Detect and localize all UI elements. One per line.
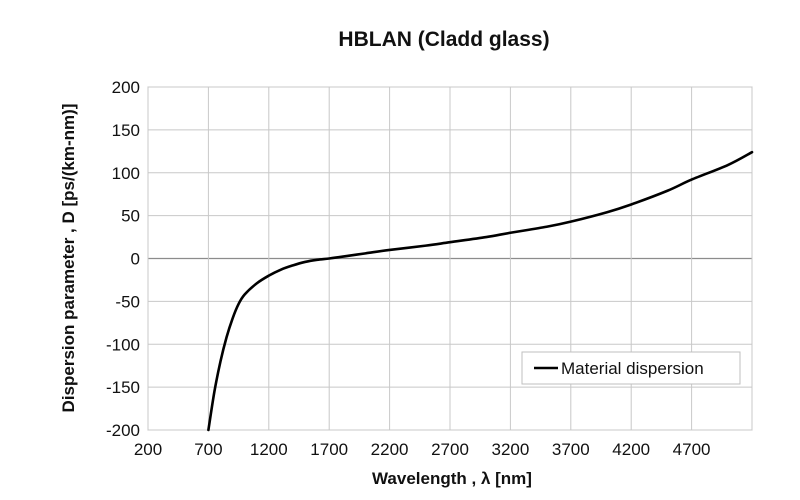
series-layer (207, 150, 754, 432)
x-tick-label: 2200 (371, 440, 409, 459)
x-tick-label: 4700 (673, 440, 711, 459)
x-tick-label: 700 (194, 440, 222, 459)
series-line-material-dispersion (207, 150, 754, 432)
y-tick-label: 50 (121, 207, 140, 226)
y-tick-label: 200 (112, 78, 140, 97)
x-axis-ticks: 200 700 1200 1700 2200 2700 3200 3700 4200 4700 (134, 440, 711, 459)
y-tick-label: 150 (112, 121, 140, 140)
x-tick-label: 3700 (552, 440, 590, 459)
y-tick-label: -100 (106, 335, 140, 354)
legend-label-material-dispersion: Material dispersion (561, 359, 704, 378)
x-tick-label: 1200 (250, 440, 288, 459)
x-tick-label: 3200 (491, 440, 529, 459)
x-tick-label: 200 (134, 440, 162, 459)
y-tick-label: -150 (106, 378, 140, 397)
x-tick-label: 2700 (431, 440, 469, 459)
y-axis-ticks: -200 -150 -100 -50 0 50 100 150 200 (106, 78, 140, 440)
y-axis-label: Dispersion parameter , D [ps/(km-nm)] (59, 104, 78, 413)
x-tick-label: 1700 (310, 440, 348, 459)
y-tick-label: -200 (106, 421, 140, 440)
legend: Material dispersion (521, 351, 741, 385)
chart-title: HBLAN (Cladd glass) (338, 28, 549, 51)
y-tick-label: -50 (115, 292, 140, 311)
y-tick-label: 0 (131, 250, 140, 269)
y-tick-label: 100 (112, 164, 140, 183)
legend-box (521, 351, 741, 385)
x-axis-label: Wavelength , λ [nm] (372, 469, 532, 488)
x-tick-label: 4200 (612, 440, 650, 459)
